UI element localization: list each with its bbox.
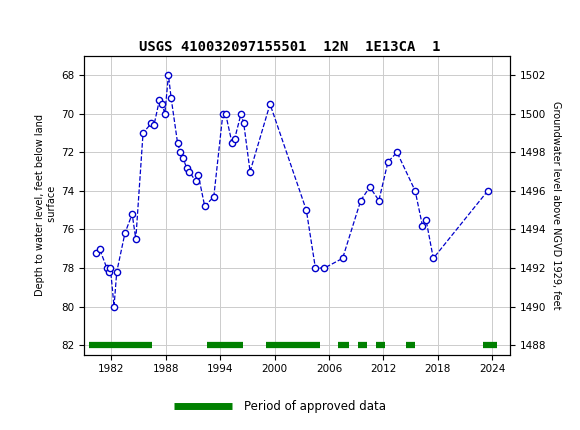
Y-axis label: Groundwater level above NGVD 1929, feet: Groundwater level above NGVD 1929, feet [551, 101, 561, 310]
Text: USGS: USGS [38, 15, 85, 30]
Y-axis label: Depth to water level, feet below land
 surface: Depth to water level, feet below land su… [35, 114, 57, 296]
Text: ≡: ≡ [6, 12, 24, 33]
Text: USGS 410032097155501  12N  1E13CA  1: USGS 410032097155501 12N 1E13CA 1 [139, 40, 441, 54]
Text: Period of approved data: Period of approved data [244, 400, 386, 413]
